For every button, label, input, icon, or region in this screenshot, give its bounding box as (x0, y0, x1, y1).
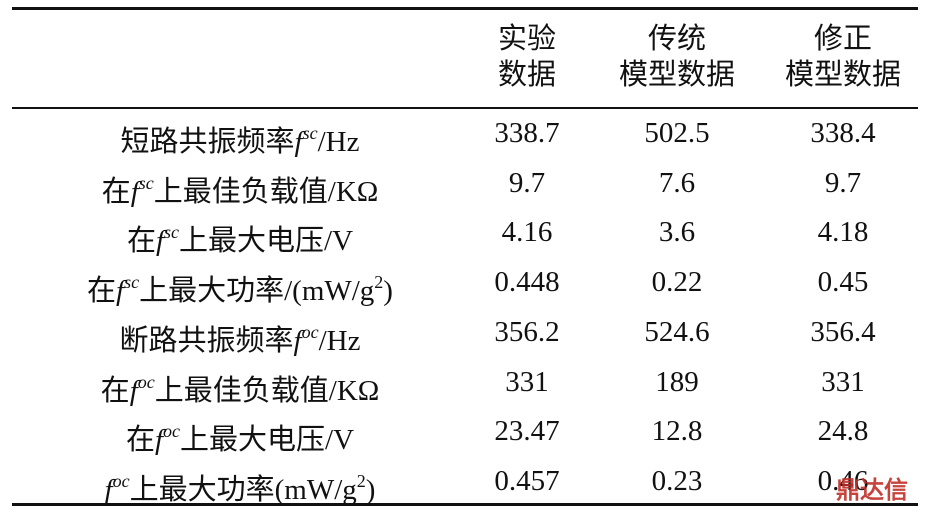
label-part: 断路共振频率 (119, 324, 294, 357)
value-cell: 0.457 (494, 464, 560, 497)
value-cell: 0.448 (494, 266, 560, 299)
label-part: f (130, 175, 139, 208)
header-cell: 模型数据 (784, 59, 902, 91)
value-cell: 502.5 (644, 117, 710, 149)
header-cell: 模型数据 (618, 59, 736, 91)
row-label: 短路共振频率fsc/Hz (121, 116, 360, 159)
value-cell: 338.4 (810, 117, 876, 149)
label-part: 上最大功率(mW/g (129, 473, 357, 506)
value-cell: 356.4 (810, 315, 876, 348)
row-label: foc上最大功率(mW/g2) (105, 464, 376, 507)
value-cell: 24.8 (817, 415, 869, 448)
label-part: 2 (356, 470, 366, 491)
value-cell: 7.6 (658, 166, 696, 199)
value-cell: 0.46 (817, 464, 869, 497)
label-part: f (294, 126, 303, 158)
value-cell: 3.6 (658, 216, 696, 249)
row-label: 断路共振频率foc/Hz (120, 315, 361, 358)
header-rule (12, 107, 918, 109)
value-cell: 331 (505, 365, 549, 398)
header-cell: 传统 (647, 23, 707, 55)
label-part: f (154, 424, 164, 457)
label-part: 在 (125, 424, 155, 457)
label-part: 2 (374, 272, 384, 293)
watermark: 鼎达信 (836, 476, 908, 504)
value-cell: 23.47 (494, 415, 560, 448)
label-part: 在 (100, 374, 130, 407)
label-part: sc (124, 272, 140, 293)
label-part: f (104, 473, 113, 506)
label-part: sc (302, 123, 318, 143)
label-part: f (129, 374, 138, 407)
label-part: /Hz (317, 126, 360, 158)
header-cell: 修正 (813, 23, 873, 55)
label-part: /Hz (318, 324, 361, 357)
label-part: 在 (126, 225, 156, 258)
top-rule (12, 7, 918, 10)
value-cell: 4.16 (501, 216, 553, 249)
value-cell: 9.7 (824, 166, 862, 199)
value-cell: 338.7 (494, 117, 560, 149)
label-part: sc (138, 172, 154, 193)
label-part: oc (301, 321, 319, 342)
value-cell: 0.23 (651, 464, 703, 497)
label-part: oc (112, 470, 130, 491)
header-cell: 数据 (497, 59, 557, 91)
value-cell: 4.18 (817, 216, 869, 249)
label-part: f (293, 324, 302, 357)
label-part: ) (383, 275, 393, 308)
header-cell: 实验 (497, 23, 557, 55)
value-cell: 524.6 (644, 315, 710, 348)
label-part: 上最大电压/V (179, 225, 354, 258)
value-cell: 189 (655, 365, 699, 398)
label-part: oc (163, 421, 181, 442)
row-label: 在fsc上最大电压/V (127, 215, 353, 258)
value-cell: 0.22 (651, 266, 703, 299)
value-cell: 356.2 (494, 315, 560, 348)
label-part: ) (365, 473, 376, 506)
row-label: 在foc上最大电压/V (126, 414, 354, 457)
label-part: oc (137, 371, 155, 392)
row-label: 在foc上最佳负载值/KΩ (101, 365, 380, 408)
label-part: 上最佳负载值/KΩ (153, 175, 379, 208)
label-part: 在 (101, 175, 131, 208)
value-cell: 331 (821, 365, 865, 398)
label-part: 上最佳负载值/KΩ (154, 374, 380, 407)
label-part: 上最大电压/V (180, 424, 355, 457)
label-part: f (116, 275, 125, 308)
label-part: f (155, 225, 165, 258)
row-label: 在fsc上最佳负载值/KΩ (102, 166, 379, 209)
value-cell: 9.7 (508, 166, 546, 199)
label-part: sc (164, 222, 180, 243)
row-label: 在fsc上最大功率/(mW/g2) (87, 265, 393, 308)
label-part: 上最大功率/(mW/g (139, 275, 375, 308)
value-cell: 0.45 (817, 266, 869, 299)
label-part: 短路共振频率 (120, 126, 295, 158)
bottom-rule (12, 503, 918, 506)
value-cell: 12.8 (651, 415, 703, 448)
label-part: 在 (87, 275, 117, 308)
